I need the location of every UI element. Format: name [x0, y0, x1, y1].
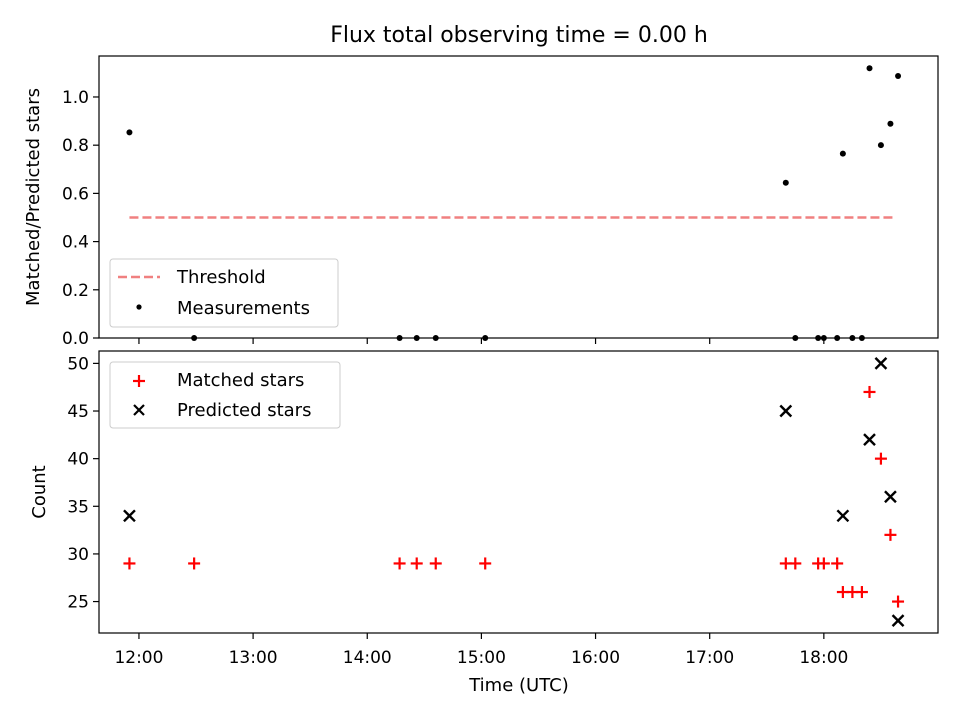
legend-measurements-swatch [136, 304, 142, 310]
legend-predicted-swatch [133, 404, 145, 416]
measurement-point [126, 129, 133, 136]
ratio-y-axis-label: Matched/Predicted stars [23, 88, 44, 306]
measurement-point [887, 120, 894, 127]
predicted-star-point [874, 357, 888, 370]
x-tick-label: 13:00 [229, 648, 278, 668]
count-legend: Matched stars Predicted stars [109, 361, 341, 429]
measurement-point [877, 142, 884, 149]
y-tick-label: 1.0 [62, 88, 89, 108]
matched-star-point [874, 452, 887, 465]
matched-star-point [817, 557, 830, 570]
chart-title: Flux total observing time = 0.00 h [330, 23, 708, 48]
y-tick-label: 0.2 [62, 281, 89, 301]
predicted-star-point [884, 490, 897, 504]
matched-star-point [789, 557, 802, 570]
matched-star-point [188, 557, 201, 570]
x-tick-label: 14:00 [343, 648, 392, 668]
y-tick-label: 50 [67, 354, 89, 374]
predicted-star-point [779, 404, 793, 418]
x-tick-label: 16:00 [571, 648, 620, 668]
measurement-point [482, 335, 489, 341]
measurement-point [866, 65, 873, 72]
matched-star-point [884, 528, 897, 541]
matched-star-point [393, 557, 406, 570]
measurement-point [432, 335, 439, 341]
x-axis-label: Time (UTC) [468, 675, 569, 696]
legend-matched-label: Matched stars [177, 370, 304, 391]
ratio-legend-box [109, 258, 339, 328]
matched-star-point [410, 557, 423, 570]
count-legend-box [109, 361, 341, 429]
measurement-point [815, 335, 822, 341]
legend-matched-swatch [133, 375, 145, 387]
matched-star-point [892, 595, 905, 608]
matched-star-point [479, 557, 492, 570]
count-y-axis-label: Count [29, 465, 50, 518]
legend-measurements-label: Measurements [177, 298, 310, 319]
y-tick-label: 45 [67, 402, 89, 422]
measurement-point [895, 73, 902, 80]
legend-predicted-label: Predicted stars [177, 400, 311, 421]
matched-star-point [863, 385, 876, 398]
measurement-point [834, 335, 841, 341]
y-tick-label: 0.6 [62, 184, 89, 204]
measurement-point [849, 335, 856, 341]
measurement-point [191, 335, 198, 341]
measurement-point [820, 335, 827, 341]
predicted-star-point [123, 509, 136, 523]
measurement-point [839, 150, 846, 157]
matched-star-point [831, 557, 844, 570]
y-tick-label: 40 [67, 450, 89, 470]
y-tick-label: 0.8 [62, 136, 89, 156]
predicted-star-point [836, 509, 850, 523]
predicted-star-point [863, 433, 876, 446]
x-tick-label: 17:00 [685, 648, 734, 668]
x-tick-label: 15:00 [457, 648, 506, 668]
y-tick-label: 30 [67, 545, 89, 565]
y-tick-label: 0.4 [62, 233, 89, 253]
predicted-star-point [891, 614, 905, 627]
measurement-point [792, 335, 799, 341]
x-tick-label: 18:00 [799, 648, 848, 668]
measurement-point [413, 335, 420, 341]
measurement-point [858, 335, 865, 341]
ratio-legend: Threshold Measurements [109, 258, 339, 328]
y-tick-label: 25 [67, 593, 89, 613]
y-tick-label: 0.0 [62, 329, 89, 349]
matched-star-point [429, 557, 442, 570]
matched-star-point [123, 557, 136, 570]
y-tick-label: 35 [67, 497, 89, 517]
x-tick-label: 12:00 [114, 648, 163, 668]
measurement-point [782, 179, 789, 186]
matched-star-point [855, 586, 868, 599]
measurement-point [396, 335, 403, 341]
legend-threshold-label: Threshold [176, 267, 266, 288]
